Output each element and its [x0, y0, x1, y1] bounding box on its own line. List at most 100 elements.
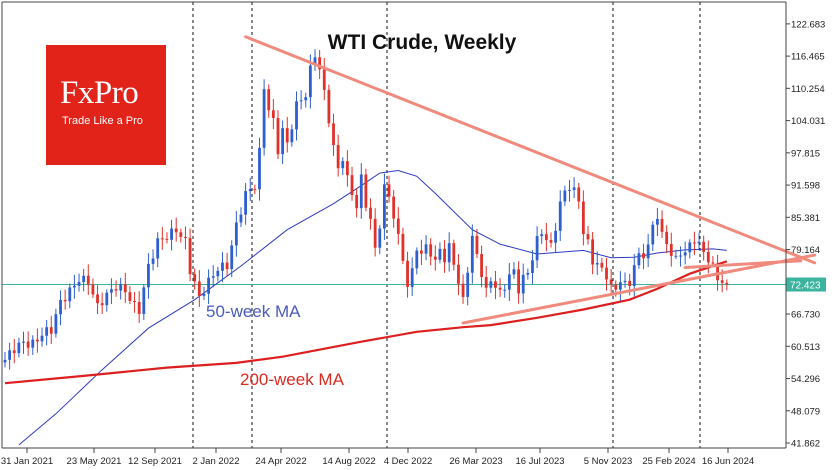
candle — [693, 231, 696, 255]
candle — [605, 257, 608, 291]
candle — [142, 284, 146, 320]
candle-body — [660, 218, 664, 232]
candle — [489, 277, 493, 294]
candle-body — [544, 234, 548, 241]
candle — [156, 232, 160, 268]
candle — [170, 219, 173, 251]
candle-body — [31, 339, 35, 348]
trendlines — [244, 35, 817, 325]
candle-body — [702, 241, 706, 252]
candle-body — [40, 335, 44, 342]
current-price-tag — [786, 277, 826, 292]
candle-body — [591, 239, 595, 265]
candle-body — [207, 277, 210, 294]
candle-body — [373, 218, 377, 248]
candle-body — [637, 253, 641, 266]
candle-body — [623, 280, 627, 283]
candle — [299, 90, 303, 110]
candle — [12, 339, 16, 364]
candle-body — [683, 252, 687, 256]
candle — [207, 269, 210, 305]
candle — [234, 211, 238, 257]
candle-body — [498, 287, 502, 290]
candle — [77, 273, 81, 292]
candle-body — [595, 262, 599, 265]
candle — [697, 232, 701, 250]
candle-body — [697, 241, 701, 244]
candle-body — [429, 244, 433, 257]
candle — [239, 207, 243, 227]
candle — [586, 226, 590, 245]
candle-body — [332, 123, 335, 146]
logo-name: FxPro — [60, 75, 139, 111]
candle — [86, 264, 90, 295]
candle — [230, 240, 234, 278]
candle — [147, 253, 150, 299]
candle-body — [54, 314, 58, 334]
candle — [253, 184, 257, 195]
candle-body — [392, 196, 396, 219]
candle — [128, 285, 132, 305]
candle — [600, 257, 604, 272]
candle — [452, 239, 456, 271]
candle — [359, 163, 363, 219]
annotations: 50-week MA 200-week MA — [206, 302, 345, 389]
candle-body — [221, 262, 224, 271]
candle — [475, 228, 479, 258]
candle-body — [188, 237, 192, 275]
y-tick-label: 104.031 — [791, 116, 825, 127]
y-tick-label: 79.164 — [791, 245, 820, 256]
candle-body — [406, 260, 409, 287]
candle-body — [572, 187, 576, 190]
candle-body — [110, 289, 113, 293]
candle-body — [295, 101, 298, 130]
candle-body — [225, 262, 229, 270]
candle — [345, 150, 349, 187]
candle-body — [424, 244, 428, 254]
candle-body — [387, 184, 391, 197]
candle-body — [554, 230, 558, 243]
candle — [322, 58, 326, 101]
candle — [165, 232, 169, 244]
candle — [31, 335, 35, 355]
descending-resistance-trendline — [244, 35, 817, 265]
y-tick-label: 116.465 — [791, 52, 825, 63]
candle-body — [156, 238, 160, 259]
candle — [531, 250, 534, 285]
x-tick-label: 23 May 2021 — [67, 456, 122, 467]
candle-body — [716, 263, 719, 281]
x-tick-label: 2 Jan 2022 — [192, 456, 239, 467]
candle-body — [512, 269, 516, 275]
candle — [221, 252, 224, 283]
candle — [188, 228, 192, 282]
candle-body — [521, 274, 525, 294]
candle-body — [73, 285, 76, 288]
ma50-label: 50-week MA — [206, 302, 301, 321]
candle — [63, 289, 67, 310]
x-tick-label: 14 Aug 2022 — [322, 456, 375, 467]
candle-body — [276, 117, 280, 155]
candle-body — [160, 238, 164, 240]
x-tick-label: 5 Nov 2023 — [584, 456, 633, 467]
candle — [295, 91, 298, 141]
x-tick-label: 16 Jun 2024 — [702, 456, 754, 467]
candle — [45, 319, 49, 346]
candle — [327, 84, 331, 128]
candle — [151, 249, 155, 271]
candle — [595, 251, 599, 275]
candle-body — [114, 289, 118, 291]
candle-body — [433, 256, 437, 260]
candle-body — [137, 301, 141, 314]
candle-body — [466, 272, 470, 297]
candle — [702, 235, 706, 261]
candle — [683, 241, 687, 265]
y-tick-label: 110.254 — [791, 84, 825, 95]
candle — [554, 223, 558, 253]
candle — [433, 245, 437, 271]
candle — [665, 225, 669, 254]
candle-body — [35, 339, 39, 342]
candle — [480, 245, 483, 288]
candle-body — [693, 242, 696, 244]
candle — [674, 249, 678, 260]
candle — [355, 188, 359, 218]
